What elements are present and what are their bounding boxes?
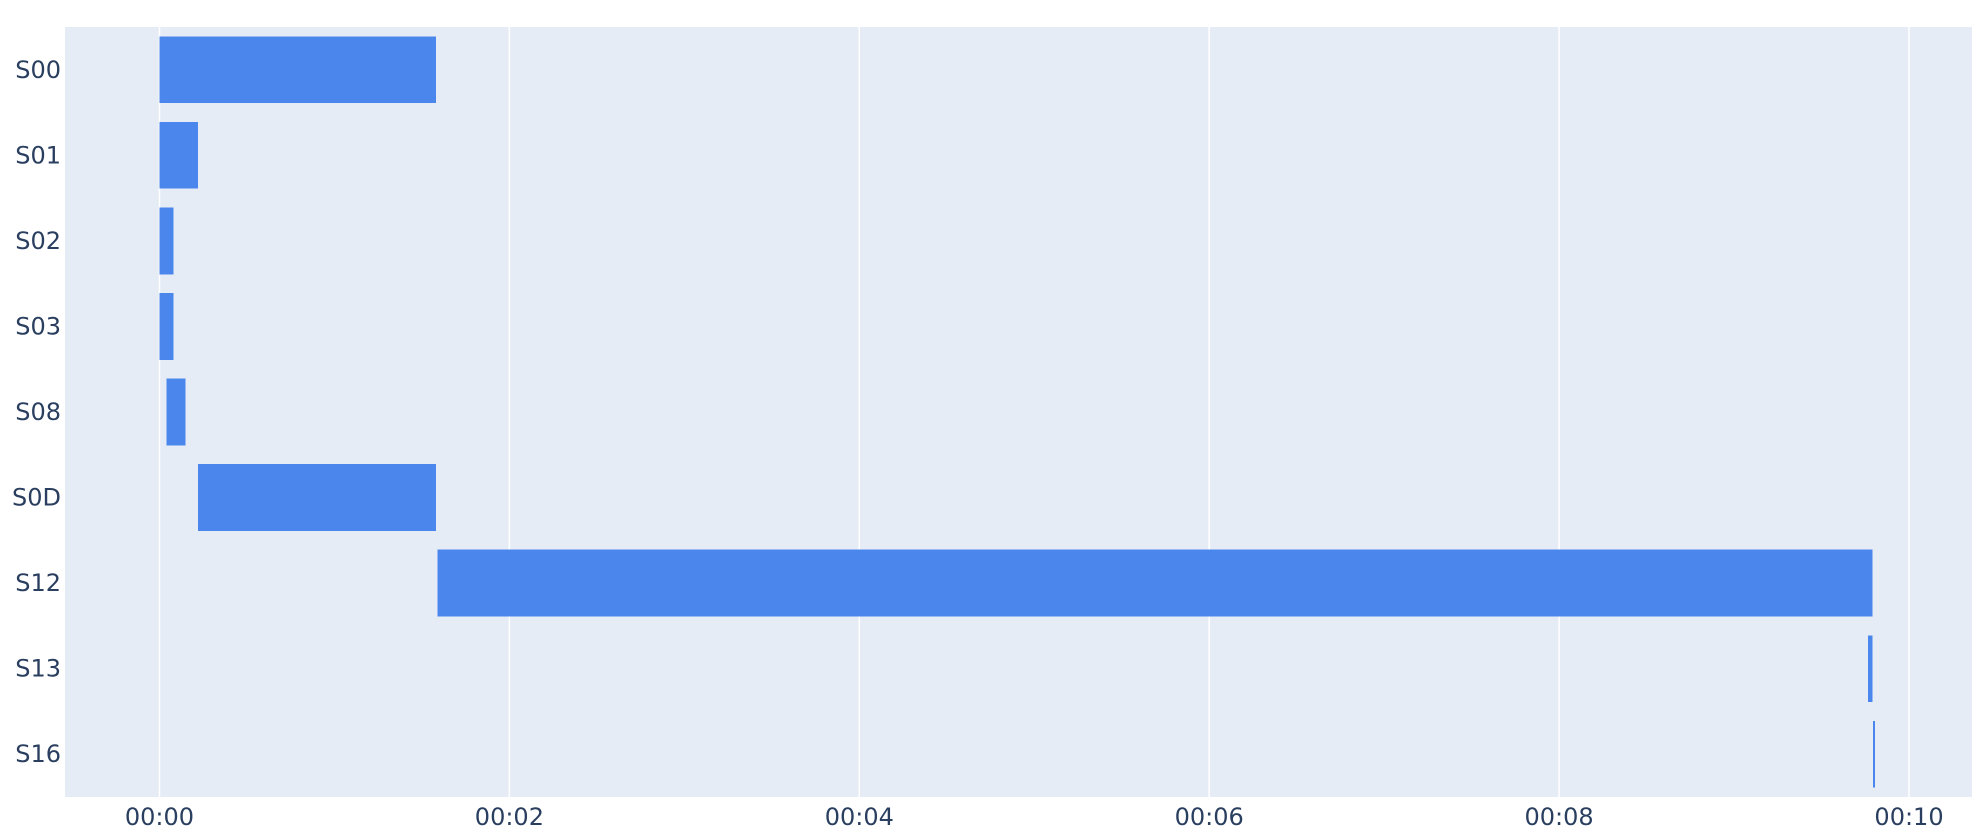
x-tick-label: 00:02: [475, 803, 544, 831]
x-grid-lines: [158, 27, 1910, 797]
bar-s13: [1867, 635, 1873, 703]
y-tick-label: S02: [15, 227, 61, 255]
x-tick-label: 00:08: [1525, 803, 1594, 831]
x-tick-label: 00:10: [1874, 803, 1943, 831]
bar-s08: [166, 378, 186, 446]
x-tick-label: 00:04: [825, 803, 894, 831]
y-tick-label: S01: [15, 141, 61, 169]
bar-s02: [159, 207, 174, 275]
y-tick-label: S13: [15, 655, 61, 683]
bar-s12: [437, 549, 1873, 617]
x-tick-labels: 00:00 00:02 00:04 00:06 00:08 00:10: [125, 803, 1944, 831]
y-tick-label: S00: [15, 56, 61, 84]
bars: [159, 36, 1876, 788]
bar-s0d: [197, 464, 436, 531]
y-tick-labels: S00 S01 S02 S03 S08 S0D S12 S13 S16: [12, 56, 61, 768]
x-tick-label: 00:06: [1175, 803, 1244, 831]
plot-background: [65, 27, 1972, 797]
y-tick-label: S16: [15, 740, 61, 768]
bar-s03: [159, 293, 174, 360]
y-tick-label: S0D: [12, 484, 61, 512]
bar-s01: [159, 121, 198, 189]
y-tick-label: S08: [15, 398, 61, 426]
y-tick-label: S03: [15, 312, 61, 340]
y-tick-label: S12: [15, 569, 61, 597]
x-tick-label: 00:00: [125, 803, 194, 831]
bar-s16: [1873, 720, 1876, 788]
bar-s00: [159, 36, 436, 104]
